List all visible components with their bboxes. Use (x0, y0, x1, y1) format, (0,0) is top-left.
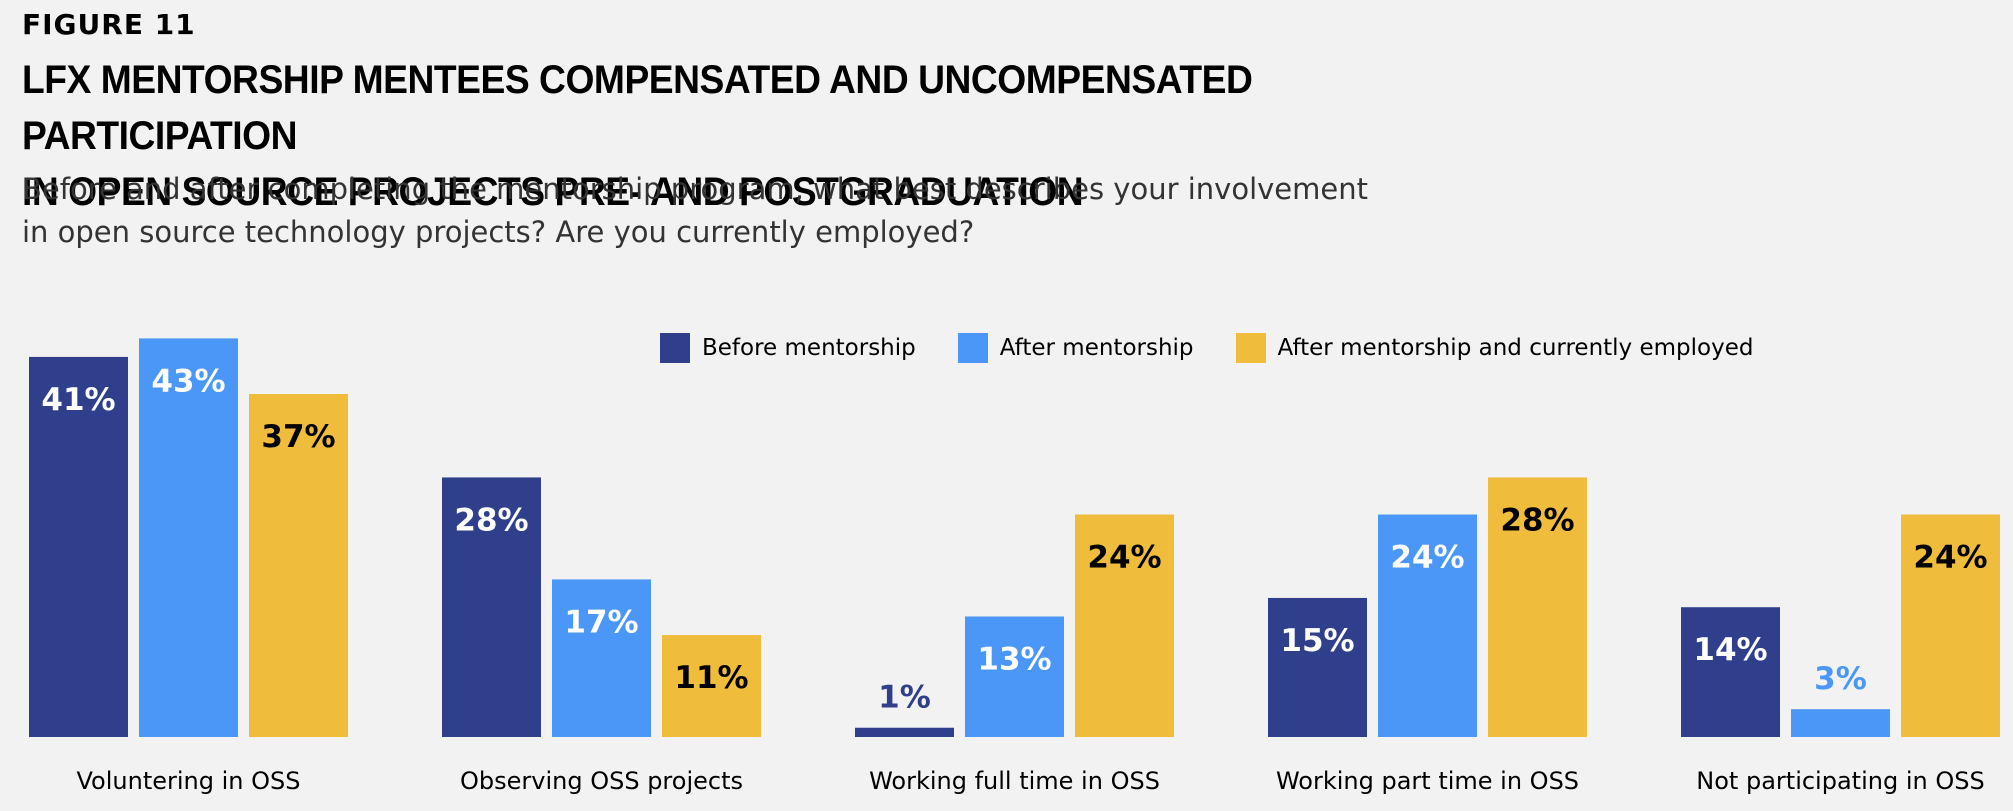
legend-swatch-after (957, 333, 988, 363)
legend-swatch-before (660, 333, 690, 363)
legend: Before mentorship After mentorship After… (660, 330, 1795, 366)
chart-subtitle-line-2: in open source technology projects? Are … (22, 215, 975, 249)
bar-label-part-time-after: 24% (1390, 540, 1464, 576)
bar-observing-after-employed (662, 635, 761, 737)
bar-label-voluntering-after: 43% (151, 363, 225, 399)
bar-observing-before (442, 477, 541, 737)
bar-not-participating-before (1681, 607, 1780, 737)
bar-label-not-participating-after: 3% (1814, 661, 1867, 697)
bar-observing-after (552, 579, 651, 737)
chart-subtitle-line-1: Before and after completing the mentorsh… (22, 172, 1368, 206)
bar-label-part-time-before: 15% (1280, 623, 1354, 659)
bar-label-observing-after-employed: 11% (674, 660, 748, 696)
bar-part-time-after (1378, 514, 1477, 737)
bar-not-participating-after-employed (1901, 514, 2000, 737)
category-label-not-participating: Not participating in OSS (1696, 767, 1984, 795)
category-label-full-time: Working full time in OSS (869, 767, 1160, 795)
chart-title: LFX MENTORSHIP MENTEES COMPENSATED AND U… (22, 52, 1417, 220)
legend-label-after-employed: After mentorship and currently employed (1277, 335, 1754, 361)
bar-label-voluntering-after-employed: 37% (261, 419, 335, 455)
figure-label: FIGURE 11 (22, 8, 196, 41)
legend-swatch-after-employed (1235, 333, 1266, 363)
bar-voluntering-before (29, 356, 128, 737)
legend-item-before: Before mentorship (660, 333, 916, 363)
bar-label-full-time-after: 13% (977, 641, 1051, 677)
bar-part-time-before (1268, 597, 1367, 737)
bar-label-not-participating-before: 14% (1693, 632, 1767, 668)
category-label-voluntering: Voluntering in OSS (77, 767, 301, 795)
legend-label-before: Before mentorship (702, 335, 916, 361)
bar-not-participating-after (1791, 709, 1890, 737)
bar-label-observing-before: 28% (454, 502, 528, 538)
bar-label-part-time-after-employed: 28% (1500, 502, 1574, 538)
bar-label-not-participating-after-employed: 24% (1913, 540, 1987, 576)
bar-voluntering-after (139, 338, 238, 737)
bar-label-voluntering-before: 41% (41, 382, 115, 418)
chart-subtitle: Before and after completing the mentorsh… (22, 168, 1472, 254)
bar-full-time-before (855, 727, 954, 737)
bar-part-time-after-employed (1488, 477, 1587, 737)
legend-label-after: After mentorship (999, 335, 1194, 361)
legend-item-after: After mentorship (957, 333, 1194, 363)
category-label-observing: Observing OSS projects (460, 767, 743, 795)
bar-label-full-time-after-employed: 24% (1087, 540, 1161, 576)
chart-title-line-2: IN OPEN SOURCE PROJECTS PRE- AND POSTGRA… (22, 170, 1084, 214)
bar-label-observing-after: 17% (564, 604, 638, 640)
bar-voluntering-after-employed (249, 394, 348, 737)
category-label-part-time: Working part time in OSS (1276, 767, 1579, 795)
bar-full-time-after-employed (1075, 514, 1174, 737)
bar-label-full-time-before: 1% (878, 680, 931, 716)
bar-full-time-after (965, 616, 1064, 737)
chart-title-line-1: LFX MENTORSHIP MENTEES COMPENSATED AND U… (22, 58, 1253, 158)
legend-item-after-employed: After mentorship and currently employed (1235, 333, 1754, 363)
